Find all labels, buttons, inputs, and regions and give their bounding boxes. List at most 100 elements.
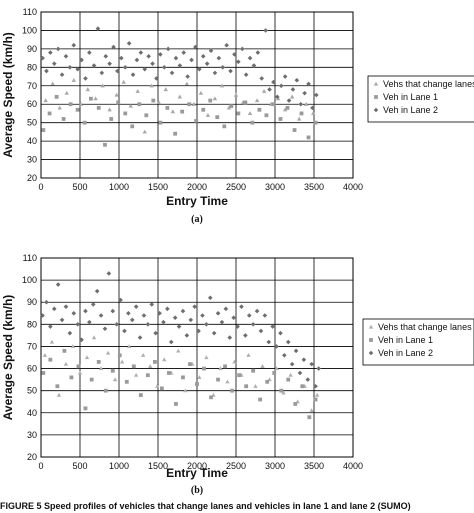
data-point bbox=[272, 371, 277, 375]
data-point bbox=[44, 299, 49, 305]
data-point bbox=[145, 322, 151, 327]
y-tick-label: 20 bbox=[27, 452, 37, 462]
data-point bbox=[71, 42, 77, 48]
y-tick-label: 110 bbox=[23, 7, 37, 17]
data-point bbox=[93, 96, 98, 101]
data-point bbox=[160, 386, 164, 391]
data-point bbox=[282, 74, 288, 79]
data-point bbox=[223, 364, 227, 369]
data-point bbox=[211, 330, 217, 336]
data-point bbox=[307, 415, 312, 420]
data-point bbox=[278, 117, 283, 121]
data-point bbox=[227, 335, 233, 340]
data-point bbox=[215, 310, 221, 316]
data-point bbox=[232, 359, 237, 364]
data-point bbox=[103, 388, 108, 393]
data-point bbox=[314, 92, 319, 98]
data-point bbox=[62, 348, 67, 353]
data-point bbox=[148, 364, 153, 368]
data-point bbox=[266, 339, 272, 345]
data-point bbox=[130, 72, 136, 78]
data-point bbox=[161, 65, 167, 70]
data-point bbox=[258, 328, 264, 334]
data-point bbox=[247, 55, 253, 61]
data-point bbox=[222, 124, 227, 129]
data-point bbox=[142, 66, 148, 72]
data-point bbox=[149, 302, 155, 307]
data-point bbox=[114, 92, 119, 97]
data-point bbox=[198, 90, 204, 95]
data-point bbox=[218, 366, 223, 371]
data-point bbox=[188, 362, 192, 367]
data-point bbox=[184, 81, 190, 86]
data-point bbox=[55, 384, 60, 389]
data-point bbox=[220, 65, 226, 70]
data-point bbox=[204, 61, 210, 66]
data-point bbox=[270, 324, 275, 329]
data-point bbox=[311, 111, 316, 116]
data-point bbox=[278, 330, 283, 336]
data-point bbox=[59, 72, 65, 78]
data-point bbox=[275, 94, 280, 100]
data-point bbox=[309, 361, 314, 367]
data-point bbox=[226, 105, 232, 110]
data-point bbox=[40, 55, 45, 61]
data-point bbox=[110, 308, 116, 314]
x-tick-label: 2000 bbox=[187, 182, 207, 192]
data-point bbox=[67, 65, 73, 70]
data-point bbox=[279, 388, 284, 393]
data-point bbox=[246, 313, 252, 318]
data-point bbox=[274, 366, 279, 371]
x-tick-label: 2000 bbox=[187, 461, 207, 471]
data-point bbox=[55, 282, 61, 287]
data-point bbox=[79, 337, 84, 343]
data-point bbox=[294, 77, 300, 83]
legend-marker bbox=[369, 338, 373, 342]
data-point bbox=[170, 109, 176, 114]
data-point bbox=[153, 330, 158, 336]
data-point bbox=[145, 373, 150, 378]
legend-marker bbox=[373, 107, 379, 113]
data-point bbox=[181, 375, 185, 380]
data-point bbox=[264, 113, 269, 118]
data-point bbox=[232, 52, 237, 57]
data-point bbox=[158, 52, 163, 57]
data-point bbox=[42, 352, 48, 357]
data-point bbox=[109, 117, 114, 121]
x-tick-label: 500 bbox=[72, 182, 87, 192]
data-point bbox=[219, 83, 225, 88]
y-tick-label: 70 bbox=[27, 341, 37, 351]
data-point bbox=[278, 83, 284, 89]
data-point bbox=[48, 324, 53, 329]
data-point bbox=[197, 66, 202, 72]
data-point bbox=[209, 395, 213, 400]
data-point bbox=[54, 94, 59, 99]
data-point bbox=[173, 131, 178, 136]
data-point bbox=[208, 48, 214, 54]
data-point bbox=[212, 96, 218, 101]
panel-label: (b) bbox=[191, 485, 203, 496]
data-point bbox=[83, 76, 88, 81]
data-point bbox=[243, 72, 249, 78]
data-point bbox=[124, 379, 129, 384]
data-point bbox=[83, 406, 88, 411]
legend: Vehs that change lanes Veh in Lane 1 Veh i… bbox=[362, 318, 474, 366]
data-point bbox=[163, 87, 168, 92]
y-tick-label: 50 bbox=[27, 386, 37, 396]
data-point bbox=[55, 46, 61, 52]
data-point bbox=[243, 333, 248, 338]
data-point bbox=[41, 128, 46, 132]
data-point bbox=[77, 370, 83, 375]
data-point bbox=[304, 101, 309, 106]
data-point bbox=[173, 55, 179, 61]
data-point bbox=[107, 107, 112, 112]
x-tick-label: 3000 bbox=[265, 461, 285, 471]
data-point bbox=[133, 372, 139, 377]
data-point bbox=[225, 379, 230, 384]
data-point bbox=[258, 397, 263, 402]
x-tick-label: 0 bbox=[38, 461, 43, 471]
data-point bbox=[302, 90, 307, 96]
data-point bbox=[61, 117, 66, 121]
y-tick-label: 90 bbox=[27, 297, 37, 307]
